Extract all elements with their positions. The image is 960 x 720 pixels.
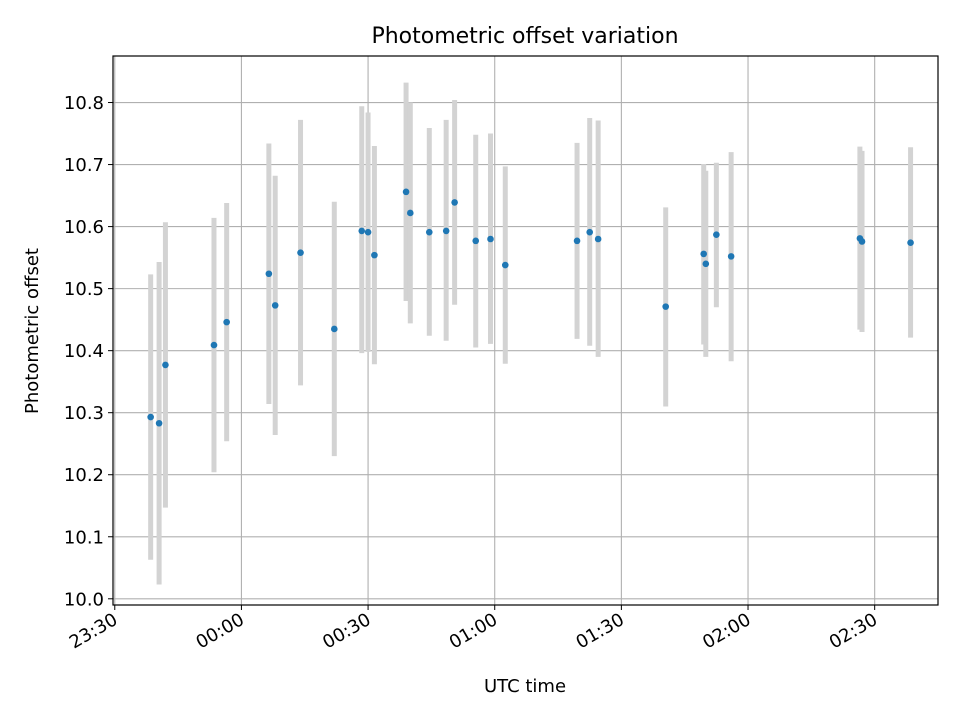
x-axis-label: UTC time <box>484 676 566 697</box>
data-point <box>700 250 707 258</box>
y-tick-label: 10.1 <box>64 527 104 548</box>
y-tick-label: 10.6 <box>64 217 104 238</box>
grid-layer <box>113 56 938 605</box>
data-point <box>147 413 154 421</box>
data-point <box>586 228 594 236</box>
data-point <box>210 341 218 349</box>
y-tick-label: 10.5 <box>64 279 104 300</box>
data-point <box>451 199 458 206</box>
data-point <box>594 235 602 243</box>
data-point <box>702 260 710 268</box>
data-point <box>371 251 378 259</box>
x-tick-label: 02:30 <box>826 609 881 653</box>
y-tick-label: 10.2 <box>64 465 104 486</box>
y-tick-label: 10.0 <box>64 589 104 610</box>
x-tick-label: 00:30 <box>319 609 374 653</box>
y-tick-label: 10.8 <box>64 93 104 114</box>
data-point <box>402 188 410 196</box>
data-point <box>727 253 735 260</box>
chart-title: Photometric offset variation <box>371 24 678 49</box>
data-point <box>155 419 163 427</box>
y-axis-label: Photometric offset <box>22 248 43 414</box>
y-tick-label: 10.7 <box>64 155 104 176</box>
y-tick-label: 10.3 <box>64 403 104 424</box>
data-point <box>501 261 509 269</box>
y-tick-label: 10.4 <box>64 341 104 362</box>
data-point <box>271 302 279 309</box>
data-point <box>442 227 450 235</box>
data-point <box>331 325 338 333</box>
data-point <box>858 238 866 245</box>
x-tick-label: 02:00 <box>699 609 754 653</box>
data-point <box>713 231 720 238</box>
data-point <box>406 209 414 217</box>
plot-frame <box>112 55 939 606</box>
data-point <box>265 270 273 278</box>
data-point <box>358 227 366 235</box>
x-tick-label: 00:00 <box>192 609 247 653</box>
data-point <box>573 237 581 245</box>
errorbar-layer <box>148 82 914 585</box>
data-point <box>487 235 494 243</box>
x-tick-label: 01:30 <box>572 609 627 653</box>
data-point <box>907 239 914 247</box>
data-point <box>223 318 230 326</box>
x-tick-label: 01:00 <box>446 609 501 653</box>
point-layer <box>147 188 914 427</box>
data-point <box>364 228 372 236</box>
data-point <box>297 249 304 256</box>
tick-layer: 10.0 10.1 10.2 10.3 10.4 10.5 10.6 10.7 10.8 23:3… <box>64 93 881 653</box>
data-point <box>472 237 480 245</box>
data-point <box>425 228 433 236</box>
data-point <box>662 303 670 310</box>
data-point <box>162 361 169 369</box>
x-tick-label: 23:30 <box>66 609 121 653</box>
